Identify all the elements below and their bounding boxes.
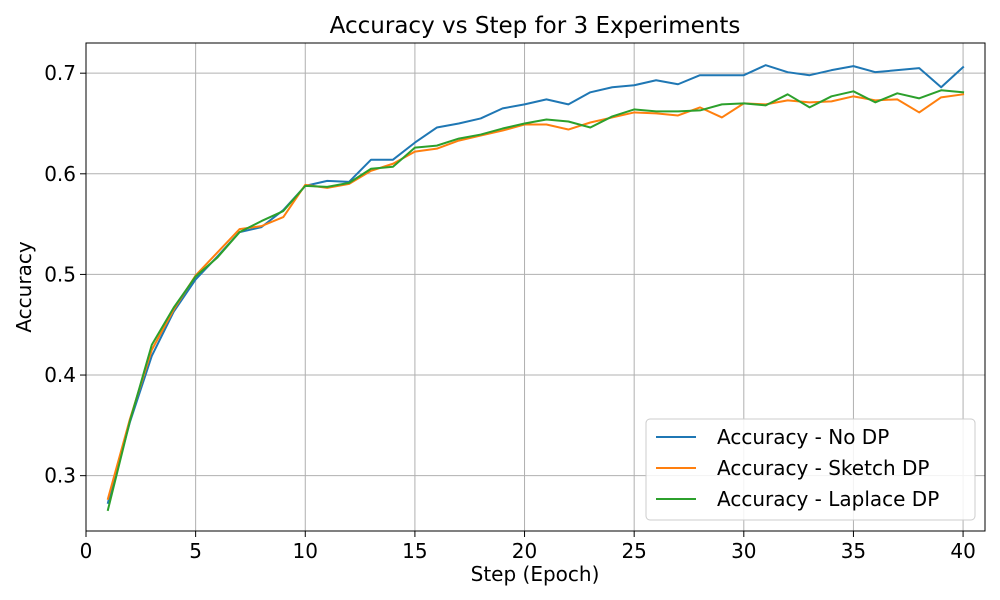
x-tick-label: 20 bbox=[512, 539, 537, 563]
x-tick-label: 0 bbox=[80, 539, 93, 563]
x-tick-label: 15 bbox=[402, 539, 427, 563]
legend-label-2: Accuracy - Sketch DP bbox=[717, 456, 929, 480]
y-tick-label: 0.5 bbox=[44, 262, 76, 286]
x-axis-label: Step (Epoch) bbox=[471, 562, 600, 586]
series-layer bbox=[106, 64, 965, 512]
series-line-1 bbox=[106, 64, 965, 505]
x-tick-label: 40 bbox=[950, 539, 975, 563]
y-tick-label: 0.4 bbox=[44, 363, 76, 387]
y-tick-label: 0.3 bbox=[44, 464, 76, 488]
legend: Accuracy - No DP Accuracy - Sketch DP Accu… bbox=[645, 418, 976, 521]
y-axis: 0.3 0.4 0.5 0.6 0.7 bbox=[44, 61, 86, 488]
legend-box bbox=[645, 418, 976, 521]
plot-frame bbox=[85, 42, 986, 532]
legend-label-1: Accuracy - No DP bbox=[717, 425, 889, 449]
chart-title: Accuracy vs Step for 3 Experiments bbox=[330, 13, 741, 39]
x-axis: 0 5 10 15 20 25 30 35 40 bbox=[80, 531, 976, 563]
x-tick-label: 30 bbox=[731, 539, 756, 563]
series-line-3 bbox=[106, 89, 965, 512]
x-tick-label: 5 bbox=[189, 539, 202, 563]
y-tick-label: 0.6 bbox=[44, 162, 76, 186]
x-tick-label: 10 bbox=[293, 539, 318, 563]
x-tick-label: 35 bbox=[841, 539, 866, 563]
x-tick-label: 25 bbox=[621, 539, 646, 563]
y-tick-label: 0.7 bbox=[44, 61, 76, 85]
y-axis-label: Accuracy bbox=[12, 241, 36, 332]
legend-label-3: Accuracy - Laplace DP bbox=[717, 487, 939, 511]
